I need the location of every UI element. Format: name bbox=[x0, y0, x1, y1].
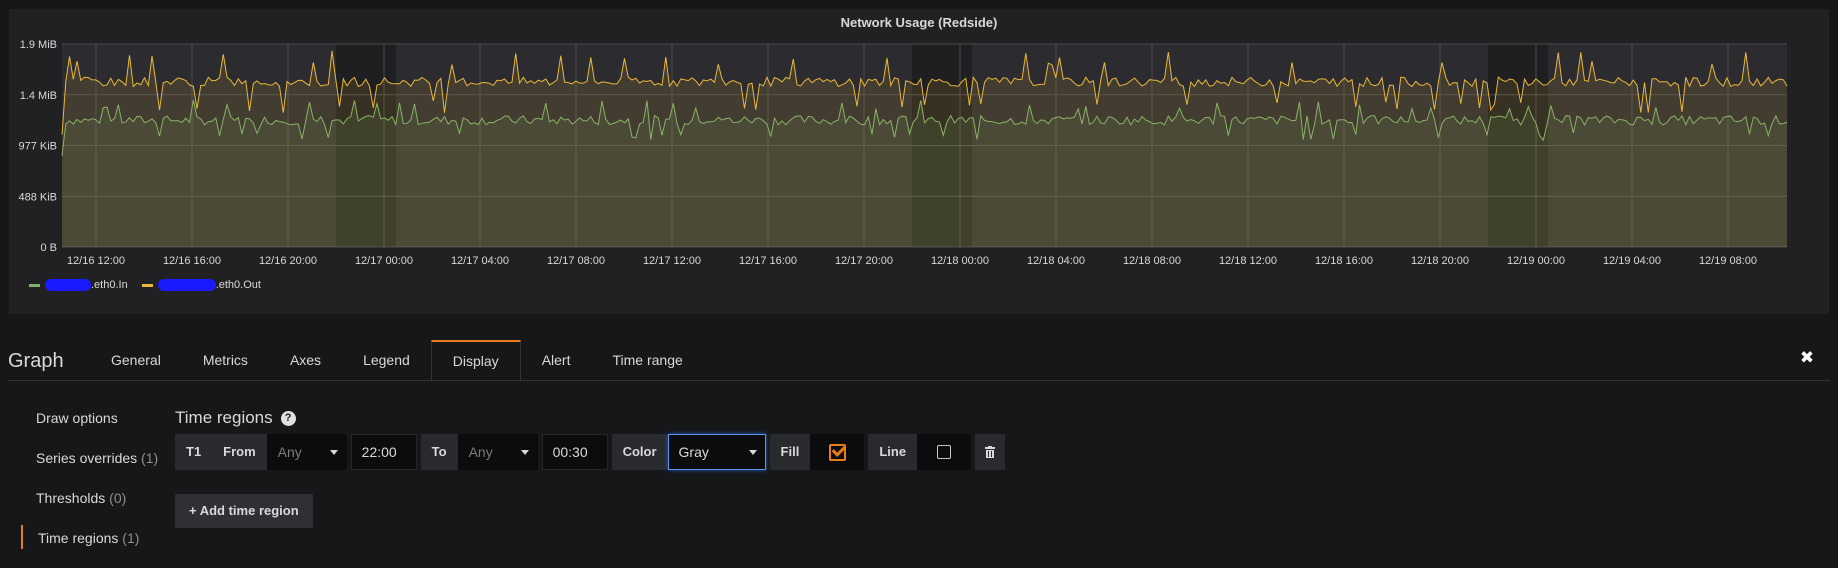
editor-tabs: General Metrics Axes Legend Display Aler… bbox=[90, 340, 704, 380]
sidebar-item-label: Series overrides bbox=[36, 450, 138, 466]
tab-divider bbox=[8, 380, 1830, 381]
legend-label-in: .eth0.In bbox=[91, 279, 128, 291]
from-day-select[interactable]: Any bbox=[266, 434, 347, 470]
section-title: Time regions ? bbox=[175, 408, 296, 428]
y-tick-label: 1.4 MiB bbox=[20, 90, 57, 102]
time-region-row: T1 From Any 22:00 To Any 00:30 Color Gra… bbox=[175, 434, 1006, 470]
color-value: Gray bbox=[678, 444, 709, 460]
chevron-down-icon bbox=[329, 450, 338, 455]
y-tick-label: 0 B bbox=[40, 242, 57, 254]
delete-region-button[interactable] bbox=[975, 434, 1006, 470]
from-label: From bbox=[212, 434, 267, 470]
x-tick-label: 12/19 04:00 bbox=[1603, 255, 1661, 267]
close-icon[interactable]: ✖ bbox=[1799, 348, 1815, 367]
x-tick-label: 12/17 20:00 bbox=[835, 255, 893, 267]
from-day-value: Any bbox=[277, 444, 302, 460]
x-tick-label: 12/16 12:00 bbox=[67, 255, 125, 267]
x-tick-label: 12/18 00:00 bbox=[931, 255, 989, 267]
sidebar-item-thresholds[interactable]: Thresholds (0) bbox=[20, 488, 158, 528]
fill-checkbox-wrap bbox=[810, 434, 865, 470]
x-tick-label: 12/17 16:00 bbox=[739, 255, 797, 267]
chevron-down-icon bbox=[748, 450, 757, 455]
x-tick-label: 12/18 16:00 bbox=[1315, 255, 1373, 267]
display-sidebar: Draw options Series overrides (1) Thresh… bbox=[20, 408, 158, 568]
y-tick-label: 977 KiB bbox=[18, 141, 57, 153]
legend: .eth0.In .eth0.Out bbox=[29, 279, 261, 291]
from-time-input[interactable]: 22:00 bbox=[350, 434, 417, 470]
to-label: To bbox=[420, 434, 458, 470]
tab-time-range[interactable]: Time range bbox=[612, 352, 683, 368]
series-fill bbox=[62, 100, 1787, 247]
tab-axes[interactable]: Axes bbox=[289, 352, 322, 368]
redacted-host bbox=[157, 279, 216, 291]
help-icon[interactable]: ? bbox=[280, 410, 296, 426]
sidebar-item-time-regions[interactable]: Time regions (1) bbox=[20, 525, 158, 568]
editor-title: Graph bbox=[8, 350, 64, 372]
fill-checkbox[interactable] bbox=[828, 443, 846, 461]
x-tick-label: 12/17 00:00 bbox=[355, 255, 413, 267]
add-time-region-button[interactable]: + Add time region bbox=[175, 494, 313, 528]
color-select[interactable]: Gray bbox=[667, 434, 766, 470]
sidebar-item-label: Thresholds bbox=[36, 490, 106, 506]
sidebar-item-label: Time regions bbox=[38, 530, 119, 546]
tab-alert[interactable]: Alert bbox=[541, 352, 571, 368]
series-fill bbox=[62, 50, 1787, 247]
tab-legend[interactable]: Legend bbox=[363, 352, 410, 368]
redacted-host bbox=[45, 279, 91, 291]
to-day-value: Any bbox=[468, 444, 493, 460]
chevron-down-icon bbox=[520, 450, 529, 455]
to-day-select[interactable]: Any bbox=[457, 434, 538, 470]
tab-metrics[interactable]: Metrics bbox=[202, 352, 248, 368]
sidebar-item-series-overrides[interactable]: Series overrides (1) bbox=[20, 448, 158, 488]
sidebar-item-count: (0) bbox=[109, 490, 127, 506]
line-checkbox-wrap bbox=[917, 434, 972, 470]
legend-item-in[interactable]: .eth0.In bbox=[29, 279, 128, 291]
line-checkbox[interactable] bbox=[937, 445, 952, 459]
y-tick-label: 488 KiB bbox=[18, 191, 57, 203]
legend-swatch-in bbox=[29, 283, 40, 287]
sidebar-item-count: (1) bbox=[122, 530, 140, 546]
legend-label-out: .eth0.Out bbox=[215, 279, 261, 291]
sidebar-item-label: Draw options bbox=[36, 410, 118, 426]
line-label: Line bbox=[868, 434, 918, 470]
x-tick-label: 12/19 00:00 bbox=[1507, 255, 1565, 267]
legend-item-out[interactable]: .eth0.Out bbox=[141, 279, 261, 291]
x-tick-label: 12/18 20:00 bbox=[1411, 255, 1469, 267]
x-tick-label: 12/19 08:00 bbox=[1699, 255, 1757, 267]
graph-panel: Network Usage (Redside) 0 B 488 KiB 977 Ki… bbox=[9, 9, 1829, 314]
x-tick-label: 12/18 12:00 bbox=[1219, 255, 1277, 267]
tab-display[interactable]: Display bbox=[430, 340, 521, 380]
x-tick-label: 12/16 20:00 bbox=[259, 255, 317, 267]
x-tick-label: 12/17 04:00 bbox=[451, 255, 509, 267]
sidebar-item-count: (1) bbox=[141, 450, 159, 466]
fill-label: Fill bbox=[769, 434, 811, 470]
trash-icon bbox=[985, 446, 996, 458]
tab-general[interactable]: General bbox=[111, 352, 161, 368]
section-title-text: Time regions bbox=[175, 408, 273, 427]
sidebar-item-draw-options[interactable]: Draw options bbox=[20, 408, 158, 448]
series-line bbox=[61, 50, 1788, 135]
x-tick-label: 12/16 16:00 bbox=[163, 255, 221, 267]
x-tick-label: 12/18 04:00 bbox=[1027, 255, 1085, 267]
region-id: T1 bbox=[175, 434, 213, 470]
network-usage-chart[interactable]: 0 B 488 KiB 977 KiB 1.4 MiB 1.9 MiB 12/16 12:… bbox=[9, 9, 1829, 269]
color-label: Color bbox=[611, 434, 668, 470]
y-tick-label: 1.9 MiB bbox=[20, 39, 57, 51]
x-tick-label: 12/18 08:00 bbox=[1123, 255, 1181, 267]
legend-swatch-out bbox=[141, 283, 153, 287]
x-tick-label: 12/17 12:00 bbox=[643, 255, 701, 267]
to-time-input[interactable]: 00:30 bbox=[541, 434, 608, 470]
x-tick-label: 12/17 08:00 bbox=[547, 255, 605, 267]
panel-title[interactable]: Network Usage (Redside) bbox=[840, 15, 998, 30]
series-line bbox=[61, 100, 1788, 156]
